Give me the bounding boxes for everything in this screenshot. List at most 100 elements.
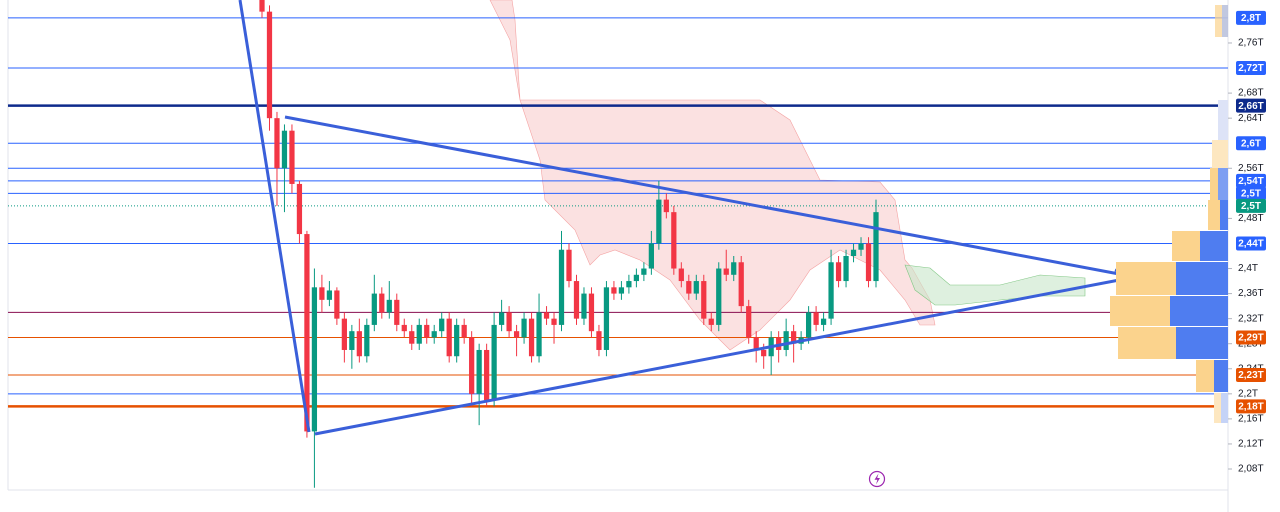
- volume-profile: [1110, 5, 1228, 423]
- price-badge: [1236, 399, 1266, 414]
- profile-row: [1176, 327, 1228, 359]
- profile-row: [1214, 360, 1228, 392]
- y-tick-label: 2,08T: [1238, 464, 1264, 475]
- profile-row: [1176, 262, 1228, 295]
- candle-body: [611, 287, 617, 294]
- cloud-bullish: [904, 264, 1086, 306]
- profile-row: [1222, 5, 1228, 37]
- price-badge-label: 2,6T: [1241, 138, 1261, 149]
- candle-body: [491, 324, 497, 401]
- candle-body: [371, 293, 377, 325]
- candle-body: [379, 293, 385, 313]
- candle-body: [588, 293, 595, 332]
- candle-body: [678, 268, 684, 282]
- profile-row: [1212, 140, 1228, 170]
- candle-body: [311, 287, 318, 432]
- candle-body: [731, 262, 737, 275]
- candle-body: [738, 262, 744, 307]
- candle-body: [543, 312, 550, 319]
- candle-body: [603, 287, 610, 350]
- candle-body: [746, 306, 752, 338]
- y-tick-label: 2,48T: [1238, 213, 1264, 224]
- candle-body: [820, 318, 827, 325]
- price-badge: [1236, 61, 1266, 76]
- candle-body: [581, 293, 587, 319]
- price-badge: [1236, 173, 1266, 188]
- candle-body: [708, 318, 714, 325]
- candle-body: [783, 331, 789, 350]
- candle-body: [805, 312, 812, 338]
- profile-row: [1218, 168, 1228, 200]
- price-axis: 2,08T2,12T2,16T2,2T2,24T2,28T2,32T2,36T2…: [1228, 38, 1264, 475]
- candle-body: [828, 262, 834, 319]
- y-tick-label: 2,56T: [1238, 163, 1264, 174]
- trend-line: [284, 115, 1136, 279]
- trend-line: [238, 0, 311, 433]
- price-badge-label: 2,44T: [1238, 239, 1264, 250]
- price-badge-label: 2,8T: [1241, 13, 1261, 24]
- price-badge: [1236, 136, 1266, 151]
- price-badge: [1236, 236, 1266, 251]
- profile-row: [1200, 231, 1228, 261]
- candle-body: [334, 290, 340, 319]
- candle-body: [274, 118, 280, 169]
- candle-body: [431, 331, 437, 338]
- candle-body: [716, 268, 722, 325]
- candle-body: [266, 11, 273, 119]
- candle-body: [296, 183, 303, 235]
- candle-body: [566, 249, 572, 282]
- candle-body: [858, 243, 864, 250]
- candle-body: [484, 349, 490, 401]
- candle-body: [424, 324, 430, 338]
- candle-body: [326, 290, 333, 300]
- y-tick-label: 2,64T: [1238, 113, 1264, 124]
- candle-body: [813, 312, 819, 325]
- triangle-pattern: [238, 0, 1136, 436]
- candle-body: [573, 281, 580, 319]
- price-badge: [1236, 368, 1266, 383]
- candle-body: [439, 318, 445, 332]
- candle-body: [850, 249, 857, 256]
- candle-body: [469, 337, 475, 394]
- candle-body: [618, 287, 625, 294]
- price-badge-label: 2,72T: [1238, 63, 1264, 74]
- candle-body: [394, 299, 400, 325]
- candle-body: [693, 281, 699, 294]
- candle-body: [513, 331, 520, 338]
- price-badge-label: 2,29T: [1238, 333, 1264, 344]
- candle-body: [873, 212, 879, 282]
- price-badge: [1236, 330, 1266, 345]
- price-badge: [1236, 98, 1266, 113]
- candle-body: [626, 281, 632, 288]
- candle-body: [753, 337, 759, 350]
- event-icon[interactable]: [868, 470, 886, 488]
- y-tick-label: 2,2T: [1238, 388, 1258, 399]
- candle-body: [835, 262, 842, 282]
- y-tick-label: 2,76T: [1238, 38, 1264, 49]
- candle-body: [498, 312, 505, 325]
- candle-body: [633, 274, 640, 282]
- candle-body: [281, 130, 288, 169]
- candle-body: [521, 318, 527, 338]
- candle-body: [641, 268, 647, 275]
- candle-body: [319, 287, 325, 300]
- candle-body: [454, 324, 460, 357]
- event-icon-bolt: [874, 473, 880, 485]
- candle-body: [356, 331, 362, 357]
- y-tick-label: 2,68T: [1238, 88, 1264, 99]
- candle-body: [289, 130, 295, 184]
- profile-row: [1220, 200, 1228, 230]
- candle-body: [551, 318, 557, 325]
- candle-body: [446, 318, 452, 357]
- price-badge-label: 2,54T: [1238, 176, 1264, 187]
- candle-body: [671, 212, 677, 269]
- candle-body: [476, 349, 482, 394]
- candle-body: [865, 243, 872, 282]
- candle-body: [558, 249, 565, 325]
- candle-body: [386, 299, 392, 313]
- price-badge-label: 2,18T: [1238, 402, 1264, 413]
- price-badge: [1236, 10, 1266, 25]
- y-tick-label: 2,36T: [1238, 288, 1264, 299]
- candle-body: [341, 318, 347, 350]
